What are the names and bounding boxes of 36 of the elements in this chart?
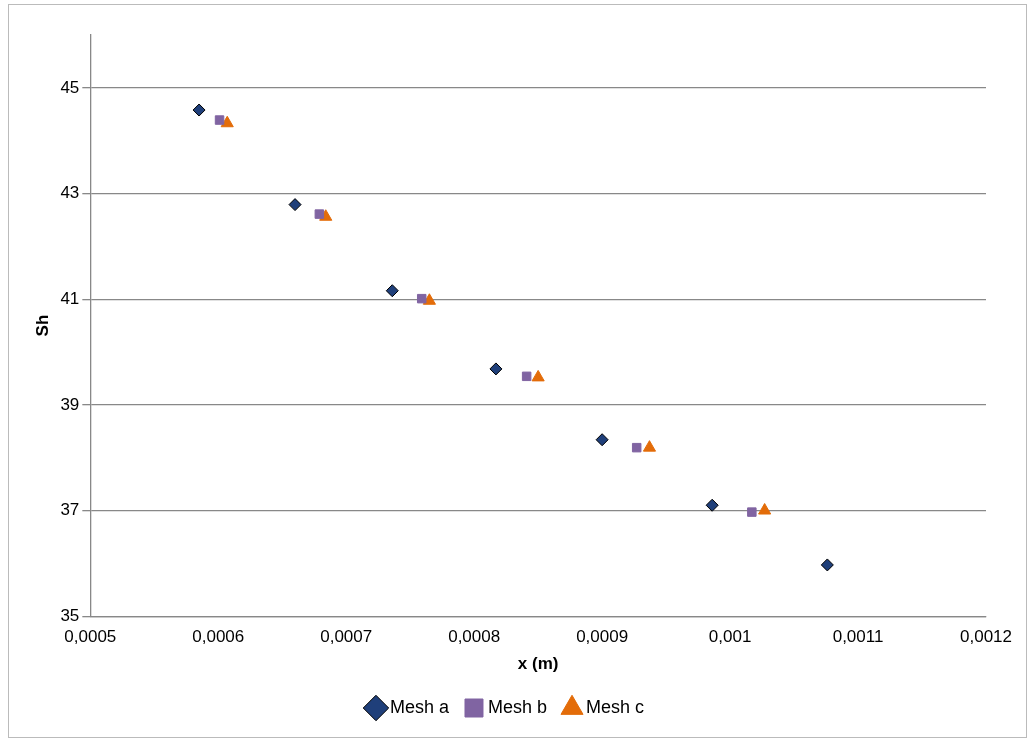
y-tick-label: 35 — [60, 605, 80, 625]
point — [705, 498, 719, 512]
point — [531, 369, 545, 382]
legend-label: Mesh c — [586, 696, 645, 717]
point — [642, 440, 657, 452]
point — [288, 198, 302, 212]
point — [214, 115, 225, 125]
x-tick-label: 0,0007 — [320, 627, 373, 647]
x-tick-label: 0,0008 — [448, 627, 501, 647]
x-tick-label: 0,0005 — [64, 627, 117, 647]
y-tick-label: 37 — [60, 500, 80, 520]
point — [521, 371, 532, 382]
x-tick-label: 0,0009 — [576, 627, 629, 647]
x-tick-label: 0,0012 — [960, 627, 1012, 647]
point — [820, 558, 834, 572]
legend-label: Mesh b — [487, 696, 548, 717]
point — [489, 362, 503, 376]
point — [758, 503, 772, 515]
point — [314, 209, 325, 219]
x-axis-title: x (m) — [517, 654, 559, 674]
x-tick-label: 0,001 — [708, 627, 752, 647]
x-tick-label: 0,0011 — [832, 627, 884, 647]
y-tick-label: 43 — [60, 183, 80, 203]
point — [192, 103, 206, 117]
legend-label: Mesh a — [389, 696, 450, 717]
point — [631, 442, 642, 453]
point — [747, 507, 757, 517]
y-tick-label: 41 — [60, 288, 80, 308]
x-tick-label: 0,0006 — [192, 627, 245, 647]
point — [416, 293, 427, 304]
y-tick-label: 45 — [60, 77, 80, 97]
point — [385, 284, 399, 298]
point — [220, 115, 234, 128]
y-axis-title: Sh — [32, 314, 52, 337]
y-tick-label: 39 — [60, 394, 80, 414]
point — [595, 433, 609, 447]
